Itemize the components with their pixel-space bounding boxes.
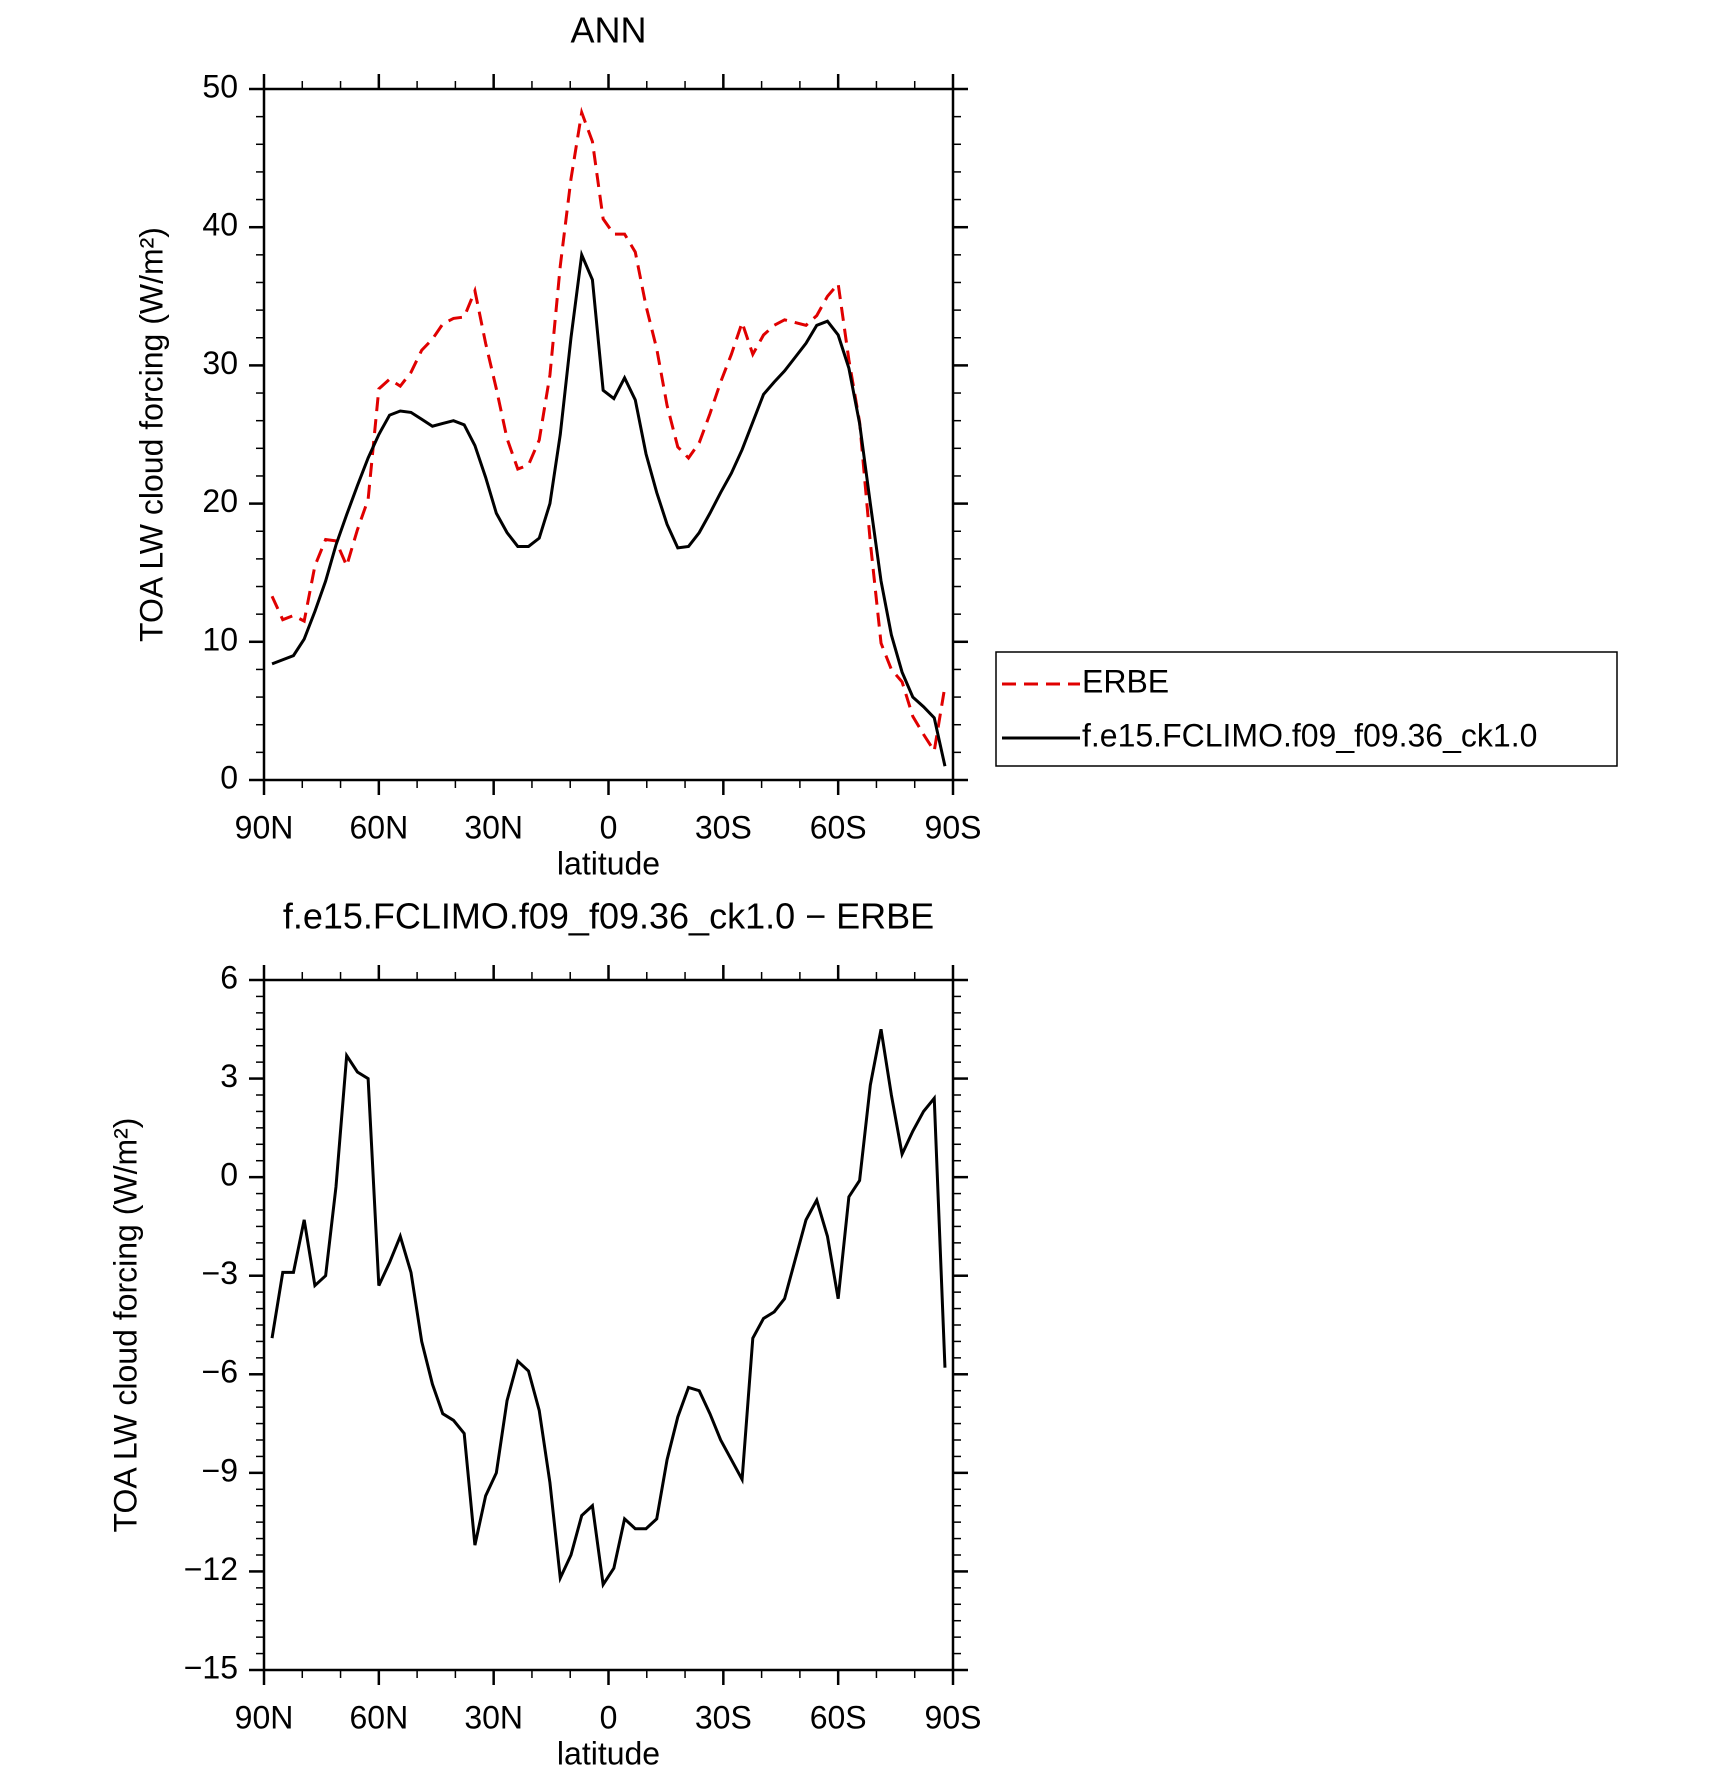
x-tick-label: 60S bbox=[810, 809, 867, 845]
x-tick-label: 0 bbox=[600, 809, 618, 845]
plot-frame bbox=[262, 978, 955, 1672]
y-tick-label: 0 bbox=[220, 759, 238, 795]
legend-label: ERBE bbox=[1082, 663, 1169, 699]
chart-title: f.e15.FCLIMO.f09_f09.36_ck1.0 − ERBE bbox=[283, 896, 934, 937]
data-line bbox=[270, 106, 947, 756]
y-axis-label: TOA LW cloud forcing (W/m²) bbox=[107, 1118, 143, 1533]
data-line bbox=[271, 249, 947, 767]
x-tick-label: 90N bbox=[235, 1699, 294, 1735]
legend-box bbox=[995, 651, 1618, 767]
y-tick-label: −3 bbox=[202, 1255, 238, 1291]
x-tick-label: 90S bbox=[925, 1699, 982, 1735]
x-tick-label: 60S bbox=[810, 1699, 867, 1735]
x-tick-label: 90S bbox=[925, 809, 982, 845]
plot-frame bbox=[262, 87, 955, 782]
y-tick-label: 50 bbox=[202, 68, 238, 104]
x-tick-label: 60N bbox=[349, 809, 408, 845]
x-tick-label: 60N bbox=[349, 1699, 408, 1735]
y-tick-label: 30 bbox=[202, 345, 238, 381]
x-tick-label: 30S bbox=[695, 1699, 752, 1735]
x-tick-label: 30N bbox=[464, 809, 523, 845]
y-tick-label: −12 bbox=[184, 1551, 238, 1587]
legend-label: f.e15.FCLIMO.f09_f09.36_ck1.0 bbox=[1082, 717, 1537, 753]
x-tick-label: 30N bbox=[464, 1699, 523, 1735]
y-tick-label: 10 bbox=[202, 621, 238, 657]
x-axis-label: latitude bbox=[557, 1735, 660, 1771]
y-tick-label: 3 bbox=[220, 1058, 238, 1094]
y-axis-label: TOA LW cloud forcing (W/m²) bbox=[133, 227, 169, 642]
x-tick-label: 30S bbox=[695, 809, 752, 845]
y-tick-label: −6 bbox=[202, 1354, 238, 1390]
y-tick-label: −9 bbox=[202, 1452, 238, 1488]
y-tick-label: 6 bbox=[220, 959, 238, 995]
y-tick-label: 40 bbox=[202, 207, 238, 243]
x-tick-label: 90N bbox=[235, 809, 294, 845]
data-line bbox=[270, 1029, 947, 1589]
x-axis-label: latitude bbox=[557, 845, 660, 881]
x-tick-label: 0 bbox=[600, 1699, 618, 1735]
y-tick-label: 0 bbox=[220, 1157, 238, 1193]
y-tick-label: 20 bbox=[202, 483, 238, 519]
chart-title: ANN bbox=[570, 10, 646, 51]
y-tick-label: −15 bbox=[184, 1649, 238, 1685]
